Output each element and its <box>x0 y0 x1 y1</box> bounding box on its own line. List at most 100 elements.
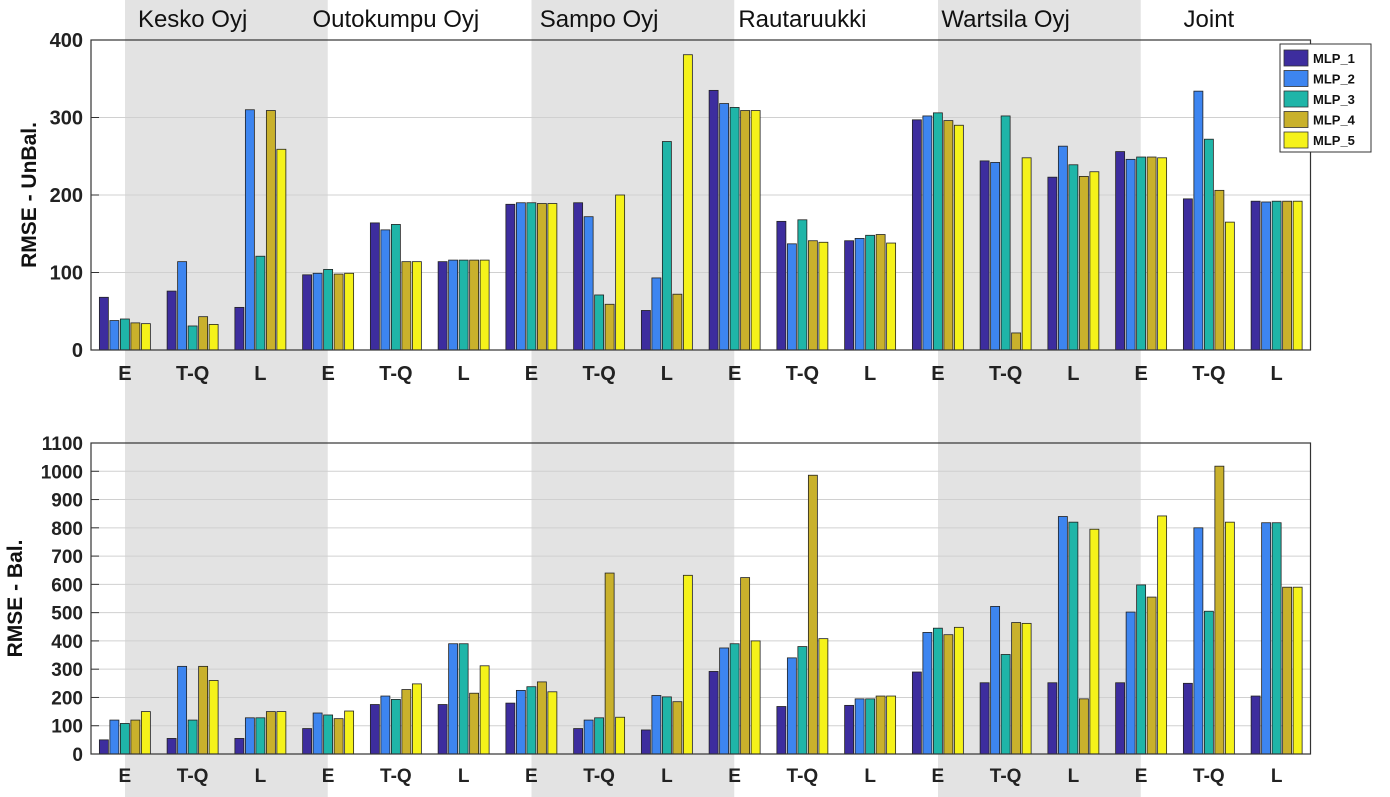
bar-mlp-1 <box>573 728 584 755</box>
bar-mlp-3 <box>1271 522 1282 755</box>
bar-mlp-4 <box>198 665 209 755</box>
legend-label: MLP_1 <box>1313 51 1355 66</box>
bar-mlp-2 <box>651 695 662 755</box>
x-tick-label: T-Q <box>583 766 615 787</box>
bar-mlp-1 <box>911 671 922 755</box>
bar-mlp-4 <box>1011 332 1022 351</box>
bar-mlp-1 <box>302 728 313 755</box>
bar-mlp-5 <box>750 110 761 351</box>
x-tick-label: T-Q <box>1193 766 1225 787</box>
bar-mlp-1 <box>708 671 719 755</box>
y-tick-label: 0 <box>72 745 83 766</box>
bar-mlp-1 <box>1182 198 1193 351</box>
bar-mlp-3 <box>661 696 672 755</box>
x-tick-label: L <box>1068 766 1080 787</box>
bar-mlp-3 <box>458 643 469 755</box>
y-tick-label: 200 <box>51 688 83 709</box>
company-title: Joint <box>1184 6 1235 33</box>
legend-swatch <box>1283 131 1309 149</box>
y-tick-label: 400 <box>50 30 83 52</box>
y-tick-label: 1100 <box>42 434 83 455</box>
bar-mlp-5 <box>1292 200 1303 351</box>
bar-mlp-2 <box>380 695 391 755</box>
bar-mlp-4 <box>333 718 344 755</box>
x-tick-label: L <box>864 363 876 385</box>
bar-mlp-1 <box>911 119 922 351</box>
bar-mlp-2 <box>719 103 730 351</box>
x-tick-label: T-Q <box>1192 363 1225 385</box>
y-axis-label: RMSE - UnBal. <box>18 122 41 268</box>
bar-mlp-3 <box>1136 156 1147 351</box>
bar-mlp-1 <box>302 274 313 351</box>
panel-unbalanced: 0 100 200 300 400 RMSE - UnBal. E T-Q L E T-Q L E T-Q… <box>18 30 1312 385</box>
bar-mlp-1 <box>437 261 448 351</box>
bar-mlp-2 <box>312 272 323 351</box>
bar-mlp-4 <box>875 234 886 351</box>
axes-frame <box>90 442 1312 755</box>
bar-mlp-1 <box>979 682 990 755</box>
bar-mlp-3 <box>187 719 198 755</box>
bar-mlp-4 <box>401 689 412 755</box>
bar-mlp-1 <box>437 704 448 755</box>
x-tick-label: T-Q <box>989 363 1022 385</box>
bar-mlp-2 <box>1261 522 1272 755</box>
bar-mlp-2 <box>786 243 797 351</box>
bar-mlp-5 <box>1089 171 1100 351</box>
bar-mlp-2 <box>922 115 933 351</box>
y-tick-label: 1000 <box>41 462 83 483</box>
bar-mlp-3 <box>526 686 537 755</box>
bar-mlp-3 <box>119 318 130 351</box>
bar-mlp-2 <box>448 643 459 755</box>
x-tick-label: T-Q <box>177 766 209 787</box>
y-tick-label: 100 <box>51 717 83 738</box>
bar-mlp-4 <box>604 303 615 351</box>
bar-mlp-2 <box>177 261 188 351</box>
bar-mlp-4 <box>1146 156 1157 351</box>
bar-mlp-1 <box>98 296 109 351</box>
bar-mlp-2 <box>922 632 933 755</box>
x-tick-label: E <box>119 766 132 787</box>
bar-mlp-1 <box>1047 176 1058 351</box>
bar-mlp-5 <box>1089 528 1100 755</box>
x-tick-label: E <box>931 363 944 385</box>
bar-mlp-5 <box>344 710 355 755</box>
bar-mlp-2 <box>651 277 662 351</box>
y-tick-label: 300 <box>51 660 83 681</box>
bar-mlp-4 <box>604 572 615 755</box>
bar-mlp-4 <box>1078 175 1089 351</box>
bar-mlp-3 <box>797 646 808 755</box>
y-tick-label: 400 <box>51 632 83 653</box>
bar-mlp-2 <box>312 712 323 755</box>
bar-mlp-3 <box>594 294 605 351</box>
shaded-band <box>125 0 328 797</box>
bar-mlp-2 <box>990 606 1001 755</box>
bar-mlp-3 <box>1068 164 1079 351</box>
x-tick-label: L <box>458 363 470 385</box>
bar-mlp-1 <box>776 220 787 351</box>
bar-mlp-1 <box>369 222 380 351</box>
axes-frame <box>90 39 1312 351</box>
bar-mlp-5 <box>886 242 897 351</box>
bar-mlp-1 <box>1047 682 1058 755</box>
bar-mlp-3 <box>1068 521 1079 755</box>
legend-swatch <box>1283 111 1309 128</box>
bar-mlp-2 <box>1261 201 1272 351</box>
bar-mlp-2 <box>1193 527 1204 755</box>
bar-mlp-3 <box>390 699 401 755</box>
bar-mlp-4 <box>1214 189 1225 351</box>
y-tick-label: 300 <box>50 108 83 130</box>
bar-mlp-2 <box>515 202 526 351</box>
bar-mlp-1 <box>573 202 584 351</box>
bar-mlp-3 <box>865 234 876 351</box>
bar-mlp-5 <box>140 711 151 755</box>
legend-swatch <box>1283 90 1309 108</box>
bar-mlp-4 <box>672 701 683 755</box>
x-tick-label: T-Q <box>582 363 615 385</box>
bar-mlp-3 <box>1000 115 1011 351</box>
company-title: Outokumpu Oyj <box>313 6 480 33</box>
y-tick-label: 900 <box>51 491 83 512</box>
panel-balanced: 0 100 200 300 400 500 600 700 800 900 1000 1100 RMSE… <box>4 434 1312 787</box>
bar-mlp-2 <box>515 689 526 755</box>
y-tick-label: 500 <box>51 604 83 625</box>
x-tick-label: L <box>661 766 673 787</box>
